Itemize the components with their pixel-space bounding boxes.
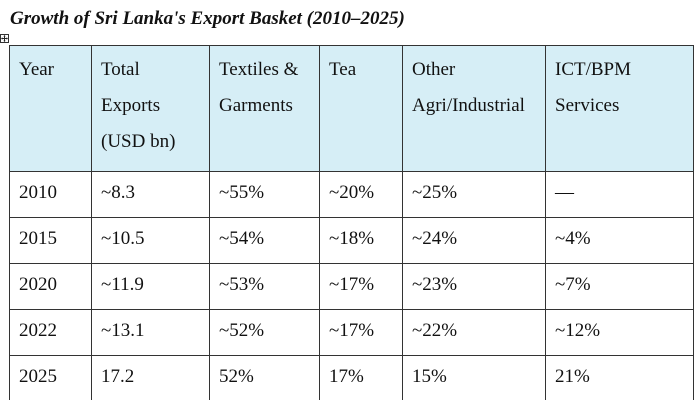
table-cell[interactable]: ~25% — [402, 171, 546, 218]
table-cell[interactable]: 15% — [402, 355, 546, 400]
table-row: 2020 ~11.9 ~53% ~17% ~23% ~7% — [9, 263, 694, 310]
header-tea[interactable]: Tea — [319, 45, 403, 172]
table-cell[interactable]: 52% — [209, 355, 320, 400]
table-row: 2015 ~10.5 ~54% ~18% ~24% ~4% — [9, 217, 694, 264]
table-cell[interactable]: ~52% — [209, 309, 320, 356]
table-cell[interactable]: 21% — [545, 355, 694, 400]
header-total-exports[interactable]: Total Exports (USD bn) — [91, 45, 210, 172]
table-cell[interactable]: ~17% — [319, 309, 403, 356]
header-textiles-garments[interactable]: Textiles & Garments — [209, 45, 320, 172]
table-cell[interactable]: ~23% — [402, 263, 546, 310]
table-cell[interactable]: 17% — [319, 355, 403, 400]
table-cell[interactable]: ~53% — [209, 263, 320, 310]
table-cell[interactable]: 2022 — [9, 309, 92, 356]
table-cell[interactable]: ~7% — [545, 263, 694, 310]
table-cell[interactable]: — — [545, 171, 694, 218]
table-cell[interactable]: ~54% — [209, 217, 320, 264]
header-other-agri-industrial[interactable]: Other Agri/Industrial — [402, 45, 546, 172]
table-cell[interactable]: ~17% — [319, 263, 403, 310]
table-cell[interactable]: 2015 — [9, 217, 92, 264]
header-year[interactable]: Year — [9, 45, 92, 172]
table-cell[interactable]: ~18% — [319, 217, 403, 264]
table-cell[interactable]: ~8.3 — [91, 171, 210, 218]
table-cell[interactable]: ~24% — [402, 217, 546, 264]
table-cell[interactable]: ~20% — [319, 171, 403, 218]
table-cell[interactable]: 17.2 — [91, 355, 210, 400]
table-cell[interactable]: ~11.9 — [91, 263, 210, 310]
table-cell[interactable]: 2025 — [9, 355, 92, 400]
table-cell[interactable]: ~13.1 — [91, 309, 210, 356]
table-move-handle-icon[interactable] — [0, 34, 9, 43]
table-row: 2025 17.2 52% 17% 15% 21% — [9, 355, 694, 400]
table-cell[interactable]: ~12% — [545, 309, 694, 356]
table-caption: Growth of Sri Lanka's Export Basket (201… — [10, 8, 405, 29]
export-basket-table: Year Total Exports (USD bn) Textiles & G… — [9, 45, 694, 400]
table-cell[interactable]: ~4% — [545, 217, 694, 264]
table-header-row: Year Total Exports (USD bn) Textiles & G… — [9, 45, 694, 172]
table-cell[interactable]: ~10.5 — [91, 217, 210, 264]
header-ict-bpm-services[interactable]: ICT/BPM Services — [545, 45, 694, 172]
table-row: 2010 ~8.3 ~55% ~20% ~25% — — [9, 171, 694, 218]
table-cell[interactable]: 2010 — [9, 171, 92, 218]
table-cell[interactable]: ~55% — [209, 171, 320, 218]
table-cell[interactable]: ~22% — [402, 309, 546, 356]
table-row: 2022 ~13.1 ~52% ~17% ~22% ~12% — [9, 309, 694, 356]
table-cell[interactable]: 2020 — [9, 263, 92, 310]
